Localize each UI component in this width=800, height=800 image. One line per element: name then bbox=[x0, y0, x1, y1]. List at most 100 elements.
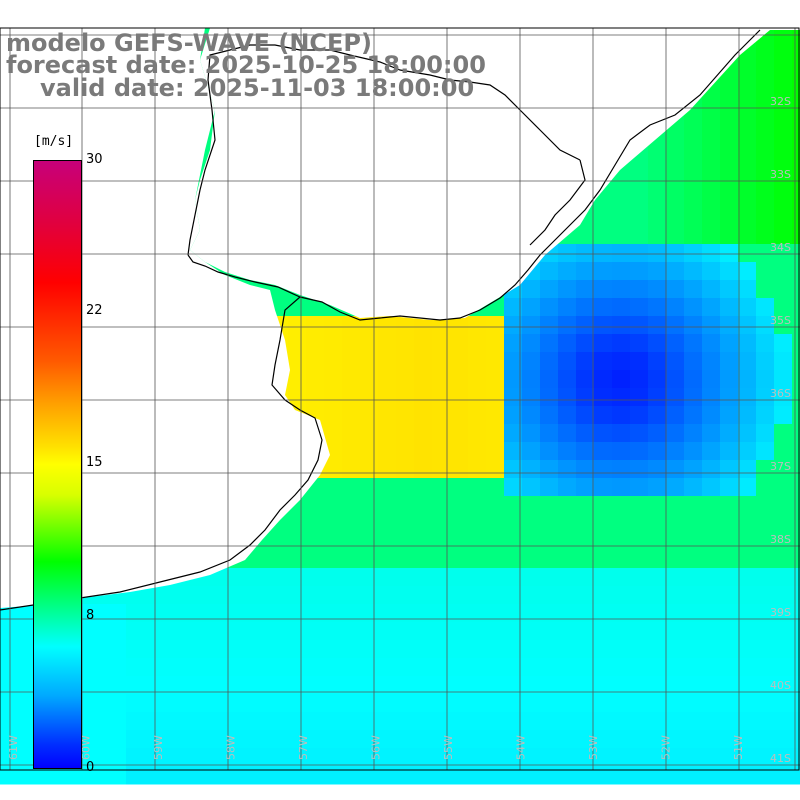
wind-cell bbox=[774, 388, 793, 407]
wind-cell bbox=[792, 730, 800, 749]
wind-cell bbox=[558, 316, 577, 335]
wind-cell bbox=[540, 658, 559, 677]
wind-cell bbox=[504, 766, 523, 785]
wind-cell bbox=[576, 514, 595, 533]
wind-cell bbox=[522, 586, 541, 605]
wind-cell bbox=[594, 622, 613, 641]
wind-cell bbox=[414, 478, 433, 497]
wind-cell bbox=[108, 640, 127, 659]
wind-cell bbox=[684, 352, 703, 371]
wind-cell bbox=[288, 748, 307, 767]
wind-cell bbox=[468, 640, 487, 659]
wind-cell bbox=[540, 568, 559, 587]
wind-cell bbox=[612, 478, 631, 497]
wind-cell bbox=[360, 496, 379, 515]
wind-cell bbox=[504, 460, 523, 479]
wind-cell bbox=[468, 370, 487, 389]
wind-cell bbox=[648, 442, 667, 461]
wind-cell bbox=[468, 496, 487, 515]
wind-cell bbox=[468, 550, 487, 569]
wind-cell bbox=[234, 676, 253, 695]
wind-cell bbox=[648, 604, 667, 623]
wind-cell bbox=[648, 622, 667, 641]
wind-cell bbox=[774, 244, 793, 263]
wind-cell bbox=[468, 766, 487, 785]
wind-cell bbox=[594, 370, 613, 389]
wind-cell bbox=[162, 766, 181, 785]
wind-cell bbox=[486, 712, 505, 731]
wind-cell bbox=[432, 604, 451, 623]
wind-cell bbox=[360, 694, 379, 713]
wind-cell bbox=[378, 442, 397, 461]
wind-cell bbox=[666, 550, 685, 569]
uruguay-river-border bbox=[187, 44, 581, 256]
wind-cell bbox=[612, 532, 631, 551]
wind-cell bbox=[18, 748, 37, 767]
wind-cell bbox=[792, 226, 800, 245]
wind-cell bbox=[630, 460, 649, 479]
wind-cell bbox=[504, 586, 523, 605]
wind-cell bbox=[738, 316, 757, 335]
wind-cell bbox=[378, 604, 397, 623]
wind-cell bbox=[684, 136, 703, 155]
wind-cell bbox=[612, 766, 631, 785]
wind-cell bbox=[342, 514, 361, 533]
wind-cell bbox=[486, 766, 505, 785]
wind-cell bbox=[324, 676, 343, 695]
wind-cell bbox=[342, 748, 361, 767]
wind-cell bbox=[522, 406, 541, 425]
wind-cell bbox=[684, 190, 703, 209]
wind-cell bbox=[630, 208, 649, 227]
wind-cell bbox=[630, 676, 649, 695]
wind-cell bbox=[216, 730, 235, 749]
wind-cell bbox=[18, 712, 37, 731]
wind-cell bbox=[270, 658, 289, 677]
wind-cell bbox=[522, 676, 541, 695]
wind-cell bbox=[756, 748, 775, 767]
wind-cell bbox=[666, 424, 685, 443]
wind-cell bbox=[432, 568, 451, 587]
wind-cell bbox=[594, 550, 613, 569]
wind-cell bbox=[468, 658, 487, 677]
wind-cell bbox=[234, 568, 253, 587]
wind-cell bbox=[360, 604, 379, 623]
wind-cell bbox=[360, 388, 379, 407]
wind-cell bbox=[360, 712, 379, 731]
wind-cell bbox=[774, 622, 793, 641]
wind-cell bbox=[558, 496, 577, 515]
wind-cell bbox=[540, 424, 559, 443]
wind-cell bbox=[396, 370, 415, 389]
wind-cell bbox=[486, 442, 505, 461]
wind-cell bbox=[324, 352, 343, 371]
colorbar-tick-0: 0 bbox=[86, 760, 95, 775]
wind-cell bbox=[414, 766, 433, 785]
wind-cell bbox=[594, 208, 613, 227]
wind-cell bbox=[378, 748, 397, 767]
wind-cell bbox=[630, 514, 649, 533]
wind-cell bbox=[684, 478, 703, 497]
wind-cell bbox=[486, 676, 505, 695]
wind-cell bbox=[684, 658, 703, 677]
wind-cell bbox=[756, 622, 775, 641]
wind-cell bbox=[0, 694, 19, 713]
wind-cell bbox=[522, 730, 541, 749]
wind-cell bbox=[234, 604, 253, 623]
wind-cell bbox=[756, 46, 775, 65]
wind-cell bbox=[630, 280, 649, 299]
wind-cell bbox=[432, 460, 451, 479]
wind-cell bbox=[630, 388, 649, 407]
wind-cell bbox=[756, 334, 775, 353]
wind-cell bbox=[486, 532, 505, 551]
wind-cell bbox=[540, 694, 559, 713]
wind-cell bbox=[612, 568, 631, 587]
wind-cell bbox=[720, 532, 739, 551]
wind-cell bbox=[144, 640, 163, 659]
longitude-label: 58W bbox=[225, 735, 238, 760]
wind-cell bbox=[324, 478, 343, 497]
wind-cell bbox=[324, 730, 343, 749]
longitude-label: 60W bbox=[80, 735, 93, 760]
wind-cell bbox=[342, 640, 361, 659]
wind-cell bbox=[774, 514, 793, 533]
wind-cell bbox=[432, 532, 451, 551]
wind-cell bbox=[504, 424, 523, 443]
